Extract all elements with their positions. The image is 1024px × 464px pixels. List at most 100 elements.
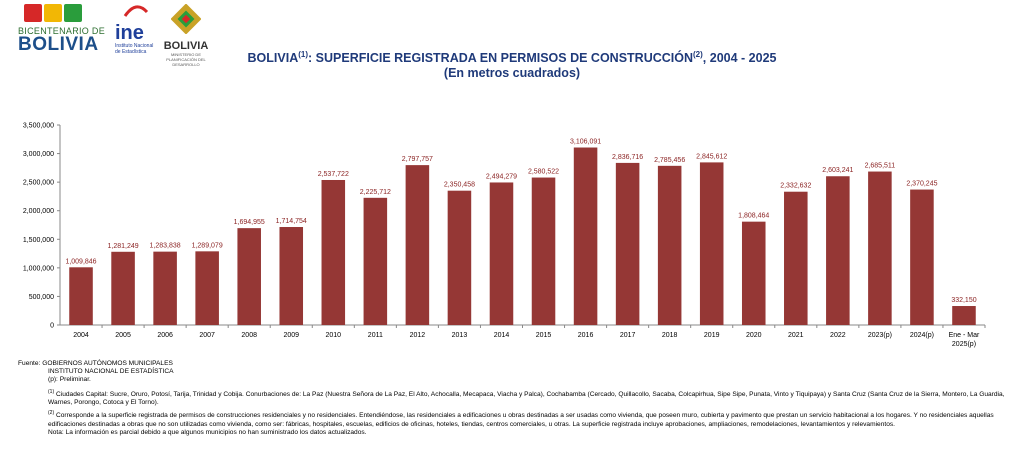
ine-mark: ine [115,22,144,44]
x-tick-label: 2021 [788,332,804,339]
bar-2019 [699,162,724,325]
bicentenario-bolivia-text: BOLIVIA [18,34,99,55]
bar-2015 [531,177,556,325]
data-label: 2,332,632 [780,183,811,190]
y-tick-label: 3,000,000 [23,151,54,158]
y-tick-label: 2,500,000 [23,180,54,187]
x-tick-label: 2015 [536,332,552,339]
data-label: 2,603,241 [822,167,853,174]
x-tick-label: 2016 [578,332,594,339]
bar-2011 [363,197,388,325]
bar-2021 [784,191,808,325]
source-2: INSTITUTO NACIONAL DE ESTADÍSTICA [48,368,174,376]
data-label: 1,714,754 [276,218,307,225]
source-1: GOBIERNOS AUTÓNOMOS MUNICIPALES [42,360,173,367]
x-tick-label: 2006 [157,332,173,339]
bar-2023-p- [868,171,892,325]
data-label: 2,785,456 [654,157,685,164]
bicentenario-logo: BICENTENARIO DE BOLIVIA [18,4,108,62]
bar-2006 [153,251,177,325]
data-label: 2,350,458 [444,182,475,189]
bolivia-word: BOLIVIA [163,40,209,52]
title-suffix: , 2004 - 2025 [702,51,777,66]
note-2: (2) Corresponde a la superficie registra… [18,409,1008,429]
data-label: 1,281,249 [107,243,138,250]
x-tick-label: 2014 [494,332,510,339]
preliminary-note: (p): Preliminar. [48,376,91,384]
data-label: 2,845,612 [696,153,727,160]
data-label: 1,808,464 [738,213,769,220]
note-1-text: Ciudades Capital: Sucre, Oruro, Potosí, … [48,390,1005,406]
y-tick-label: 500,000 [29,294,54,301]
x-tick-label: 2008 [241,332,257,339]
bar-2004 [69,267,93,325]
y-tick-label: 0 [50,323,54,330]
bicentenario-emblem-icon [24,4,108,22]
bicentenario-text: BICENTENARIO DE [18,26,106,36]
bar-2016 [573,147,598,325]
source-line-1: Fuente: GOBIERNOS AUTÓNOMOS MUNICIPALES [18,360,1008,368]
note-2-mark: (2) [48,410,55,417]
note-2-text: Corresponde a la superficie registrada d… [48,412,994,428]
y-tick-label: 1,000,000 [23,265,54,272]
bar-2014 [489,182,514,325]
x-tick-label: 2020 [746,332,762,339]
x-tick-label: 2004 [73,332,89,339]
title-prefix: BOLIVIA [247,51,299,66]
data-label: 332,150 [951,297,976,304]
title-sup-2: (2) [693,50,703,59]
note-1-mark: (1) [48,388,55,395]
x-tick-label: Ene - Mar 2025(p) [949,332,980,348]
x-tick-label: 2007 [199,332,215,339]
bar-chart: 0 500,000 1,000,000 1,500,000 2,000,000 2,500… [23,123,986,348]
footnotes: Fuente: GOBIERNOS AUTÓNOMOS MUNICIPALES … [18,360,1008,437]
title-sup-1: (1) [298,50,309,59]
bolivia-emblem-icon [170,3,202,35]
data-label: 2,685,511 [865,163,896,170]
y-tick-label: 2,000,000 [23,208,54,215]
data-label: 2,494,279 [486,173,517,180]
data-label: 1,283,838 [150,243,181,250]
y-tick-label: 1,500,000 [23,237,54,244]
data-label: 3,106,091 [570,139,601,146]
bar-2010 [321,179,346,325]
bar-ene-mar-2025-p- [952,306,976,325]
ine-swoosh-icon [123,5,149,17]
bar-2007 [195,251,219,325]
x-tick-label: 2013 [452,332,468,339]
title-middle: : SUPERFICIE REGISTRADA EN PERMISOS DE C… [308,51,694,66]
bolivia-ministry-text: MINISTERIO DE PLANIFICACIÓN DEL DESARROL… [166,52,206,67]
x-tick-label: 2017 [620,332,636,339]
data-label: 2,370,245 [906,181,937,188]
bar-2005 [111,251,135,325]
x-tick-label: 2022 [830,332,846,339]
data-label: 2,797,757 [402,156,433,163]
bar-2013 [447,190,472,325]
note-final: Nota: La información es parcial debido a… [48,428,367,436]
chart-title: BOLIVIA(1): SUPERFICIE REGISTRADA EN PER… [0,50,1024,65]
x-tick-label: 2010 [326,332,342,339]
bar-2024-p- [910,189,934,325]
x-tick-label: 2023(p) [868,332,892,339]
x-tick-label: 2009 [283,332,299,339]
x-tick-label: 2024(p) [910,332,934,339]
data-label: 1,289,079 [192,242,223,249]
ine-subtitle: Instituto Nacional de Estadística [115,43,154,55]
data-label: 2,225,712 [360,189,391,196]
x-tick-label: 2012 [410,332,426,339]
bar-2017 [615,162,640,325]
data-label: 1,694,955 [234,219,265,226]
bar-2008 [237,228,261,325]
note-1: (1) Ciudades Capital: Sucre, Oruro, Poto… [18,388,1008,408]
data-label: 2,537,722 [318,171,349,178]
x-tick-label: 2005 [115,332,131,339]
y-tick-label: 3,500,000 [23,123,54,130]
x-tick-label: 2019 [704,332,720,339]
ine-logo: ine Instituto Nacional de Estadística [115,4,157,62]
bar-2018 [657,165,682,325]
x-tick-label: 2018 [662,332,678,339]
source-label: Fuente: [18,360,41,367]
data-label: 2,580,522 [528,169,559,176]
bar-2022 [826,176,850,325]
data-label: 1,009,846 [65,258,96,265]
